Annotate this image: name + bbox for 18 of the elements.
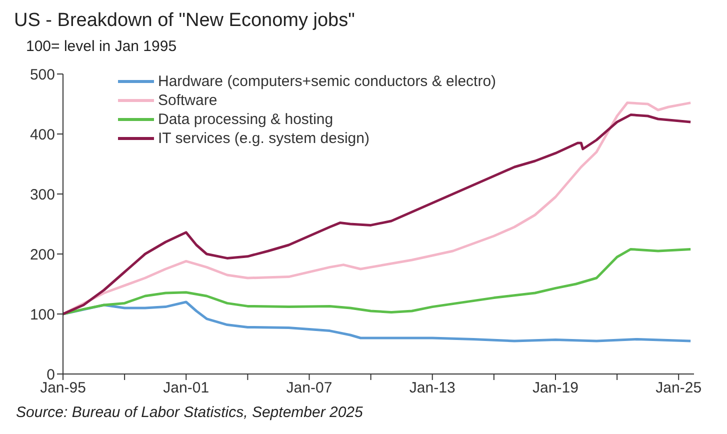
legend-label: Hardware (computers+semic conductors & electro) xyxy=(158,72,496,91)
chart-title: US - Breakdown of "New Economy jobs" xyxy=(14,10,355,32)
legend-label: Data processing & hosting xyxy=(158,110,334,129)
source-note: Source: Bureau of Labor Statistics, September 2025 xyxy=(16,404,363,421)
y-tick-label: 500 xyxy=(30,66,55,84)
y-tick-label: 200 xyxy=(30,246,55,264)
y-tick-label: 400 xyxy=(30,126,55,144)
y-axis-title: 100= level in Jan 1995 xyxy=(26,38,177,55)
legend-label: Software xyxy=(158,91,218,110)
x-tick-label: Jan-19 xyxy=(532,380,578,397)
y-tick-label: 100 xyxy=(30,306,55,324)
y-tick-label: 300 xyxy=(30,186,55,204)
line-series xyxy=(63,248,692,316)
x-tick-label: Jan-07 xyxy=(286,380,332,397)
x-tick-label: Jan-25 xyxy=(656,380,702,397)
x-tick-label: Jan-13 xyxy=(409,380,456,397)
x-tick-label: Jan-01 xyxy=(163,380,210,397)
legend-label: IT services (e.g. system design) xyxy=(158,129,370,148)
